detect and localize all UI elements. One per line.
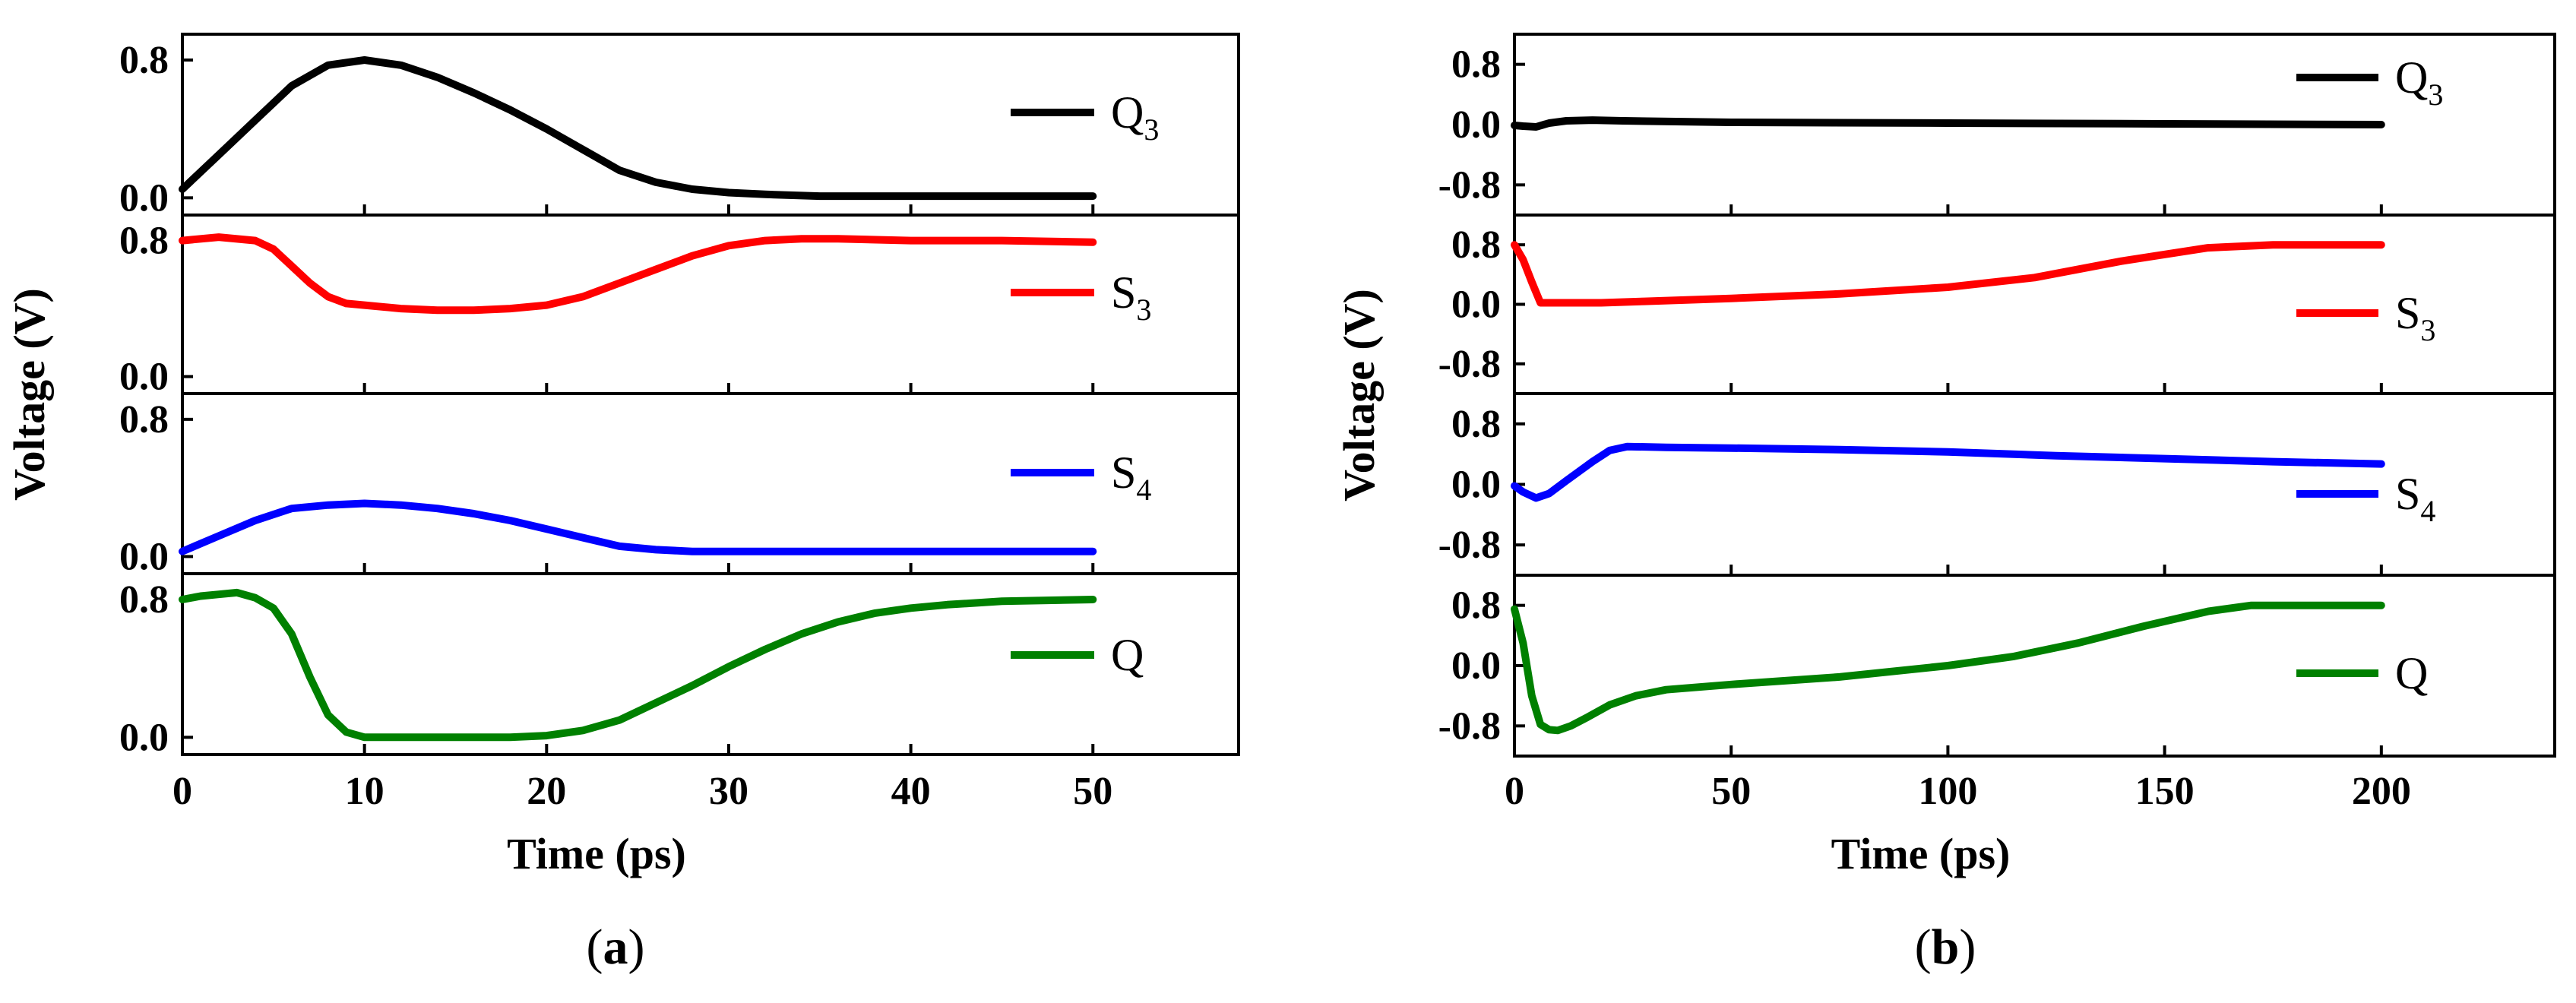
- series-line-q: [179, 588, 1097, 742]
- subplot-2: 0.8 0.0 -0.8 S3: [1438, 214, 2556, 395]
- x-tick-label: 150: [2135, 770, 2195, 813]
- y-tick-label: -0.8: [1438, 343, 1501, 386]
- legend-label: Q3: [1111, 87, 1159, 147]
- x-tick-label: 20: [527, 770, 566, 813]
- subplot-4: 0.8 0.0 -0.8 Q: [1438, 574, 2556, 758]
- legend-label: S3: [2395, 288, 2435, 347]
- y-tick-label: 0.8: [119, 39, 169, 82]
- caption-b: (b): [1915, 919, 1976, 975]
- y-tick-label: 0.0: [119, 176, 169, 220]
- series-line-q3: [179, 56, 1097, 201]
- x-tick-label: 30: [709, 770, 748, 813]
- x-tick-label: 50: [1073, 770, 1112, 813]
- legend-label: Q: [1111, 630, 1144, 680]
- y-tick-label: 0.0: [119, 535, 169, 578]
- legend-label: Q: [2395, 648, 2428, 698]
- y-tick-label: 0.0: [119, 356, 169, 399]
- caption-a-letter: a: [603, 919, 628, 975]
- series-line-s3: [1511, 241, 2385, 307]
- y-tick-label: -0.8: [1438, 704, 1501, 748]
- series-line-s4: [1511, 442, 2385, 502]
- caption-b-letter: b: [1932, 919, 1960, 975]
- x-tick-label: 50: [1711, 770, 1751, 813]
- panel-b: 0.80.0-0.8Q30.80.0-0.8S30.80.0-0.8S40.80…: [1334, 33, 2556, 878]
- legend-label: S4: [2395, 469, 2435, 528]
- x-axis-title: Time (ps): [507, 829, 686, 878]
- x-tick-label: 0: [1505, 770, 1524, 813]
- x-tick-label: 100: [1918, 770, 1977, 813]
- y-tick-label: 0.8: [1451, 43, 1501, 87]
- subplot-1: 0.8 0.0 Q3: [119, 33, 1240, 220]
- y-tick-label: 0.8: [1451, 584, 1501, 628]
- y-tick-label: 0.8: [1451, 223, 1501, 267]
- y-tick-label: 0.0: [119, 716, 169, 759]
- y-tick-label: -0.8: [1438, 524, 1501, 567]
- y-tick-label: -0.8: [1438, 163, 1501, 207]
- y-tick-label: 0.8: [119, 220, 169, 263]
- subplot-frame: [181, 392, 1240, 575]
- subplot-1: 0.8 0.0 -0.8 Q3: [1438, 33, 2556, 217]
- series-line-q3: [1511, 116, 2385, 131]
- series-line-q: [1511, 601, 2385, 735]
- subplot-4: 0.8 0.0 Q: [119, 572, 1240, 759]
- subplot-2: 0.8 0.0 S3: [119, 214, 1240, 399]
- series-line-s4: [179, 499, 1097, 555]
- legend-label: Q3: [2395, 52, 2443, 112]
- subplot-3: 0.8 0.0 -0.8 S4: [1438, 392, 2556, 577]
- legend-label: S3: [1111, 267, 1151, 327]
- y-axis-title: Voltage (V): [5, 288, 54, 501]
- subplot-frame: [181, 572, 1240, 756]
- x-axis-title: Time (ps): [1831, 829, 2011, 878]
- y-tick-label: 0.8: [119, 398, 169, 441]
- caption-a: (a): [587, 919, 645, 975]
- y-tick-label: 0.8: [119, 578, 169, 622]
- x-tick-label: 0: [172, 770, 192, 813]
- x-tick-label: 40: [891, 770, 931, 813]
- series-line-s3: [179, 233, 1097, 315]
- legend-label: S4: [1111, 448, 1151, 507]
- x-tick-label: 200: [2352, 770, 2411, 813]
- y-tick-label: 0.0: [1451, 283, 1501, 327]
- y-tick-label: 0.0: [1451, 103, 1501, 147]
- y-tick-label: 0.8: [1451, 403, 1501, 446]
- y-tick-label: 0.0: [1451, 644, 1501, 688]
- x-tick-label: 10: [345, 770, 385, 813]
- y-axis-title: Voltage (V): [1334, 289, 1384, 502]
- y-tick-label: 0.0: [1451, 464, 1501, 507]
- subplot-3: 0.8 0.0 S4: [119, 392, 1240, 578]
